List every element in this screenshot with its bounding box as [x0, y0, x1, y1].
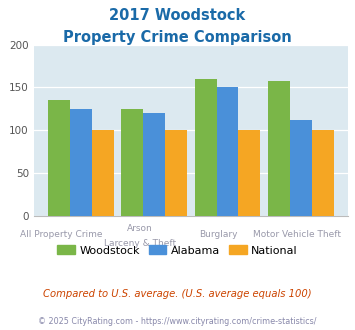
- Bar: [165, 130, 187, 216]
- Text: Burglary: Burglary: [199, 230, 237, 239]
- Bar: [312, 130, 334, 216]
- Text: © 2025 CityRating.com - https://www.cityrating.com/crime-statistics/: © 2025 CityRating.com - https://www.city…: [38, 317, 317, 326]
- Bar: [239, 130, 260, 216]
- Text: 2017 Woodstock: 2017 Woodstock: [109, 8, 246, 23]
- Bar: [121, 109, 143, 216]
- Bar: [143, 113, 165, 216]
- Legend: Woodstock, Alabama, National: Woodstock, Alabama, National: [53, 241, 302, 260]
- Text: Motor Vehicle Theft: Motor Vehicle Theft: [253, 230, 341, 239]
- Text: Compared to U.S. average. (U.S. average equals 100): Compared to U.S. average. (U.S. average …: [43, 289, 312, 299]
- Bar: [92, 130, 114, 216]
- Text: Arson: Arson: [127, 224, 153, 233]
- Bar: [195, 79, 217, 216]
- Text: Property Crime Comparison: Property Crime Comparison: [63, 30, 292, 45]
- Text: All Property Crime: All Property Crime: [20, 230, 103, 239]
- Bar: [268, 81, 290, 216]
- Bar: [290, 120, 312, 216]
- Text: Larceny & Theft: Larceny & Theft: [104, 239, 176, 248]
- Bar: [48, 100, 70, 216]
- Bar: [217, 86, 239, 216]
- Bar: [70, 109, 92, 216]
